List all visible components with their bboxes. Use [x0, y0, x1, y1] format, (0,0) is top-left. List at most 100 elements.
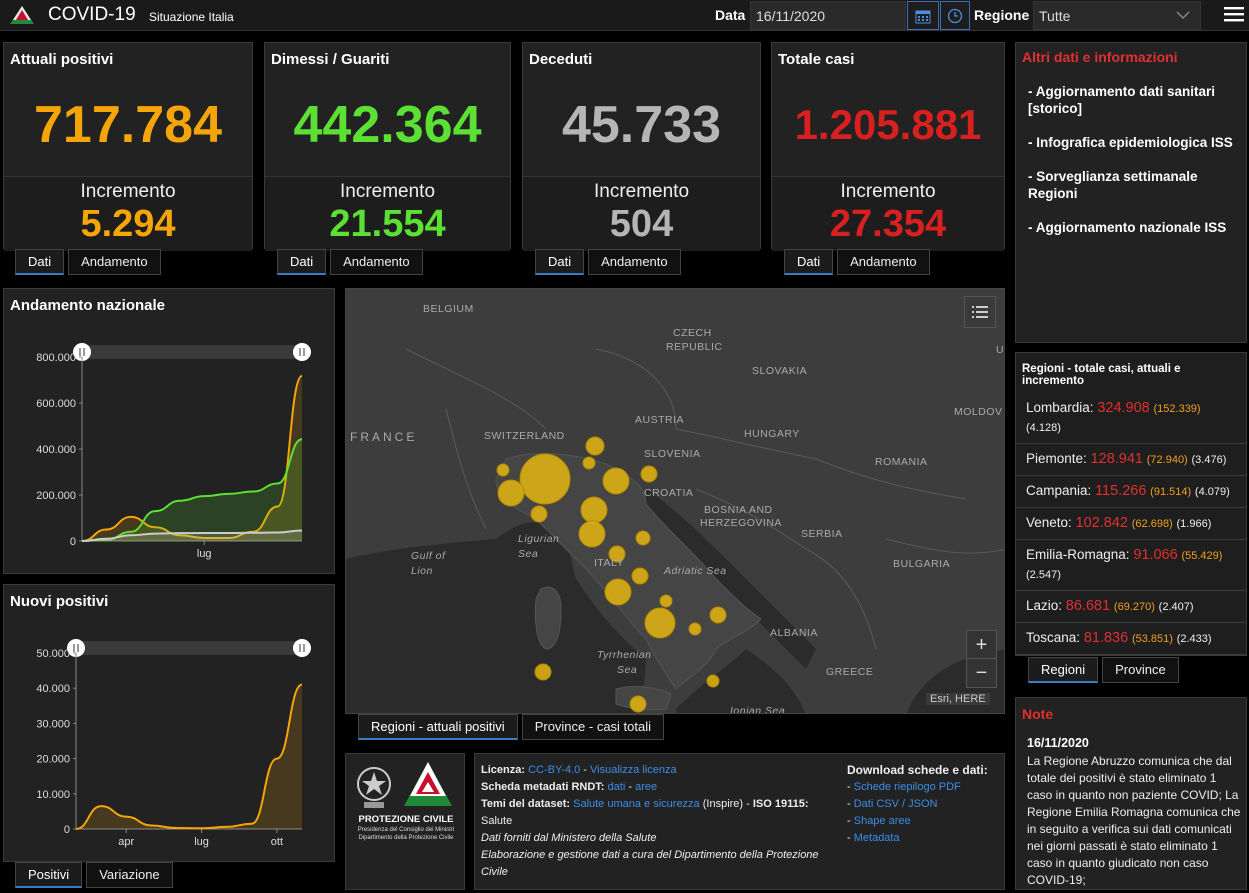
regione-value: Tutte: [1039, 8, 1071, 24]
range-slider-handle[interactable]: [67, 639, 85, 657]
increment-label: Incremento: [339, 181, 436, 202]
region-attuali: (62.698): [1131, 518, 1173, 530]
andamento-panel: Andamento nazionale 800.000 600.000 400.00…: [3, 288, 335, 574]
zoom-in-button[interactable]: +: [967, 631, 996, 659]
region-name: Campania:: [1026, 483, 1092, 498]
tab-province-casi-totali[interactable]: Province - casi totali: [521, 714, 665, 740]
y-tick-label: 800.000: [36, 352, 76, 364]
tab-dati[interactable]: Dati: [535, 249, 585, 275]
emblem-icon: [357, 767, 391, 808]
tab-regioni[interactable]: Regioni: [1028, 657, 1099, 683]
metadata-link[interactable]: Metadata: [853, 832, 900, 844]
map-label: BELGIUM: [423, 303, 474, 315]
schede-pdf-link[interactable]: Schede riepilogo PDF: [853, 781, 961, 793]
increment-value: 5.294: [80, 203, 176, 245]
tab-province[interactable]: Province: [1102, 657, 1179, 683]
tab-dati[interactable]: Dati: [784, 249, 834, 275]
date-field[interactable]: 16/11/2020: [750, 1, 906, 30]
tab-andamento[interactable]: Andamento: [837, 249, 930, 275]
range-slider-handle[interactable]: [293, 639, 311, 657]
bubble-veneto: [602, 467, 630, 495]
protezione-civile-logo: [404, 762, 452, 806]
region-row[interactable]: Veneto: 102.842 (62.698) (1.966): [1016, 508, 1246, 540]
regioni-panel: Regioni - totale casi, attuali e increme…: [1015, 352, 1247, 656]
grip-icon: [299, 644, 305, 652]
link-aggiornamento-dati-sanitari[interactable]: - Aggiornamento dati sanitari [storico]: [1028, 84, 1216, 116]
map-panel[interactable]: BELGIUM CZECH REPUBLIC SLOVAKIA FRANCE SWITZE…: [345, 288, 1005, 714]
series-area: [82, 375, 302, 541]
increment-box: Incremento 21.554: [265, 176, 510, 251]
dati-csv-link[interactable]: Dati CSV / JSON: [853, 798, 938, 810]
download-link[interactable]: - Dati CSV / JSON: [847, 798, 938, 810]
region-total: 128.941: [1090, 451, 1143, 467]
region-incremento: (2.433): [1176, 633, 1212, 645]
andamento-chart: 800.000 600.000 400.000 200.000 0 lug: [36, 343, 311, 560]
tab-andamento[interactable]: Andamento: [68, 249, 161, 275]
bubble-piemonte: [497, 479, 525, 507]
card-tabs: Dati Andamento: [15, 249, 161, 275]
temi-link[interactable]: Salute umana e sicurezza: [573, 798, 700, 810]
legend-button[interactable]: [964, 296, 996, 328]
download-link[interactable]: - Schede riepilogo PDF: [847, 781, 961, 793]
tab-dati[interactable]: Dati: [277, 249, 327, 275]
bubble-toscana: [578, 520, 606, 548]
zoom-out-button[interactable]: −: [975, 662, 988, 684]
region-row[interactable]: Toscana: 81.836 (53.851) (2.433): [1016, 623, 1246, 655]
tab-dati[interactable]: Dati: [15, 249, 65, 275]
download-link[interactable]: - Metadata: [847, 832, 900, 844]
region-row[interactable]: Lombardia: 324.908 (152.339) (4.128): [1016, 393, 1246, 444]
map-label: HUNGARY: [744, 428, 800, 440]
map-sea-ionian: [676, 649, 806, 713]
link-sorveglianza-regioni[interactable]: - Sorveglianza settimanale Regioni: [1028, 169, 1198, 201]
regione-select[interactable]: Tutte: [1033, 1, 1201, 30]
tab-positivi[interactable]: Positivi: [15, 862, 83, 888]
region-row[interactable]: Emilia-Romagna: 91.066 (55.429) (2.547): [1016, 540, 1246, 591]
y-tick-label: 20.000: [36, 754, 70, 766]
tab-andamento[interactable]: Andamento: [588, 249, 681, 275]
region-attuali: (72.940): [1146, 454, 1188, 466]
bubble-campania: [644, 607, 676, 639]
map-label: GREECE: [826, 666, 874, 678]
map-attribution[interactable]: Esri, HERE: [926, 693, 990, 705]
gestione-line: Elaborazione e gestione dati a cura del …: [481, 849, 819, 878]
range-slider-handle[interactable]: [73, 343, 91, 361]
card-attuali-positivi: Attuali positivi 717.784 Incremento 5.294: [3, 42, 253, 251]
tab-variazione[interactable]: Variazione: [86, 862, 173, 888]
region-row[interactable]: Liguria: 43.742 (15.901) (365): [1016, 655, 1246, 656]
y-tick-label: 50.000: [36, 648, 70, 660]
region-row[interactable]: Lazio: 86.681 (69.270) (2.407): [1016, 591, 1246, 623]
nuovi-title: Nuovi positivi: [10, 593, 109, 610]
altri-dati-title: Altri dati e informazioni: [1022, 49, 1178, 65]
menu-button[interactable]: [1224, 5, 1244, 23]
license-link[interactable]: CC-BY-4.0: [528, 764, 581, 776]
region-row[interactable]: Campania: 115.266 (91.514) (4.079): [1016, 476, 1246, 508]
map-label: Tyrrhenian: [597, 649, 652, 661]
link-infografica-iss[interactable]: - Infografica epidemiologica ISS: [1028, 135, 1233, 150]
link-aggiornamento-iss[interactable]: - Aggiornamento nazionale ISS: [1028, 220, 1227, 235]
grip-icon: [299, 348, 305, 356]
map-tabs: Regioni - attuali positivi Province - cas…: [358, 714, 665, 740]
rndt-dati-link[interactable]: dati: [607, 781, 626, 793]
y-tick-label: 10.000: [36, 789, 70, 801]
chevron-down-icon: [1176, 11, 1190, 20]
range-slider-handle[interactable]: [293, 343, 311, 361]
region-row[interactable]: Piemonte: 128.941 (72.940) (3.476): [1016, 444, 1246, 476]
logo-sub1: Presidenza del Consiglio dei Ministri: [357, 827, 455, 833]
rndt-label: Scheda metadati RNDT:: [481, 781, 605, 793]
tab-regioni-attuali-positivi[interactable]: Regioni - attuali positivi: [358, 714, 518, 740]
map-label: ROMANIA: [875, 456, 928, 468]
bubble-valle-aosta: [496, 463, 510, 477]
temi-label: Temi del dataset:: [481, 798, 571, 810]
card-value: 1.205.881: [794, 101, 982, 148]
bubble-trento: [585, 436, 605, 456]
download-link[interactable]: - Shape aree: [847, 815, 911, 827]
view-license-link[interactable]: Visualizza licenza: [590, 764, 677, 776]
bubble-friuli: [640, 465, 658, 483]
tab-andamento[interactable]: Andamento: [330, 249, 423, 275]
calendar-button[interactable]: [907, 1, 939, 30]
clock-button[interactable]: [940, 1, 970, 30]
increment-box: Incremento 5.294: [4, 176, 252, 251]
bubble-sicilia: [629, 695, 647, 713]
shape-aree-link[interactable]: Shape aree: [853, 815, 911, 827]
rndt-aree-link[interactable]: aree: [635, 781, 658, 793]
